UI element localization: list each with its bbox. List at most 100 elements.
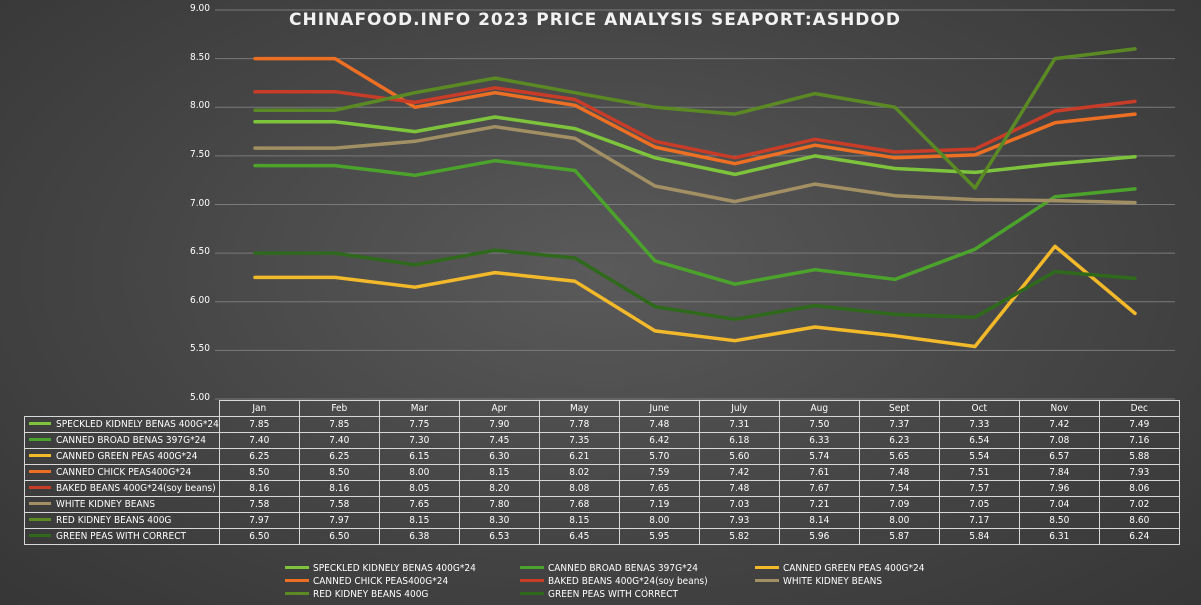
table-row: GREEN PEAS WITH CORRECT 6.50 6.50 6.38 6.53 6… xyxy=(24,528,1180,545)
data-label: 6.25 xyxy=(298,448,380,465)
data-label: 8.30 xyxy=(458,512,540,529)
legend-swatch xyxy=(285,591,309,595)
y-tick-label: 8.00 xyxy=(189,100,210,112)
series-key xyxy=(29,469,51,473)
series-line-1 xyxy=(253,115,1137,177)
data-label: 5.60 xyxy=(698,448,780,465)
data-label: 7.40 xyxy=(298,432,380,449)
y-tick-label: 7.50 xyxy=(189,148,210,160)
data-label: 7.42 xyxy=(1018,416,1100,433)
data-label: 6.33 xyxy=(778,432,860,449)
data-label: 7.40 xyxy=(218,432,300,449)
data-label: 7.97 xyxy=(218,512,300,529)
legend-swatch xyxy=(285,578,309,582)
table-row: BAKED BEANS 400G*24(soy beans) 8.16 8.16 8.… xyxy=(24,480,1180,497)
x-tick-label: Feb xyxy=(298,400,380,417)
series-key xyxy=(29,421,51,425)
data-label: 8.06 xyxy=(1098,480,1180,497)
data-label: 8.15 xyxy=(378,512,460,529)
data-label: 7.85 xyxy=(298,416,380,433)
data-label: 7.58 xyxy=(218,496,300,513)
data-label: 7.16 xyxy=(1098,432,1180,449)
data-label: 7.05 xyxy=(938,496,1020,513)
data-label: 8.08 xyxy=(538,480,620,497)
data-label: 8.00 xyxy=(858,512,940,529)
data-label: 8.05 xyxy=(378,480,460,497)
series-key xyxy=(29,437,51,441)
data-label: 7.93 xyxy=(698,512,780,529)
data-label: 7.93 xyxy=(1098,464,1180,481)
data-label: 6.38 xyxy=(378,528,460,545)
data-label: 7.08 xyxy=(1018,432,1100,449)
data-label: 6.42 xyxy=(618,432,700,449)
series-line-3 xyxy=(253,244,1137,349)
data-label: 7.65 xyxy=(378,496,460,513)
legend-label: RED KIDNEY BEANS 400G xyxy=(313,589,429,600)
data-label: 7.58 xyxy=(298,496,380,513)
legend-swatch xyxy=(520,565,544,569)
legend-item: CANNED GREEN PEAS 400G*24 xyxy=(755,563,924,574)
legend-swatch xyxy=(285,565,309,569)
data-label: 7.78 xyxy=(538,416,620,433)
series-key xyxy=(29,453,51,457)
data-label: 5.74 xyxy=(778,448,860,465)
data-label: 6.54 xyxy=(938,432,1020,449)
data-label: 5.82 xyxy=(698,528,780,545)
data-label: 6.24 xyxy=(1098,528,1180,545)
data-label: 7.37 xyxy=(858,416,940,433)
legend-item: BAKED BEANS 400G*24(soy beans) xyxy=(520,576,708,587)
series-key xyxy=(29,517,51,521)
data-label: 8.20 xyxy=(458,480,540,497)
data-label: 7.68 xyxy=(538,496,620,513)
data-label: 7.50 xyxy=(778,416,860,433)
data-label: 6.21 xyxy=(538,448,620,465)
series-name-cell: CANNED CHICK PEAS400G*24 xyxy=(24,464,220,481)
x-tick-label: Dec xyxy=(1098,400,1180,417)
data-label: 5.96 xyxy=(778,528,860,545)
y-tick-label: 8.50 xyxy=(189,51,210,63)
data-label: 7.35 xyxy=(538,432,620,449)
data-label: 5.70 xyxy=(618,448,700,465)
series-name-cell: CANNED BROAD BENAS 397G*24 xyxy=(24,432,220,449)
data-label: 7.97 xyxy=(298,512,380,529)
series-line-6 xyxy=(253,124,1137,205)
data-label: 5.87 xyxy=(858,528,940,545)
series-key xyxy=(29,485,51,489)
data-label: 7.48 xyxy=(618,416,700,433)
data-label: 7.59 xyxy=(618,464,700,481)
data-label: 8.16 xyxy=(298,480,380,497)
legend-label: WHITE KIDNEY BEANS xyxy=(783,576,883,587)
series-line-2 xyxy=(253,158,1137,286)
y-tick-label: 5.50 xyxy=(189,343,210,355)
series-name: BAKED BEANS 400G*24(soy beans) xyxy=(56,483,216,494)
data-label: 6.18 xyxy=(698,432,780,449)
data-label: 6.53 xyxy=(458,528,540,545)
table-row: SPECKLED KIDNELY BENAS 400G*24 7.85 7.85 7.… xyxy=(24,416,1180,433)
series-name-cell: CANNED GREEN PEAS 400G*24 xyxy=(24,448,220,465)
legend-swatch xyxy=(520,591,544,595)
data-label: 6.45 xyxy=(538,528,620,545)
data-label: 7.03 xyxy=(698,496,780,513)
data-label: 7.85 xyxy=(218,416,300,433)
series-name: GREEN PEAS WITH CORRECT xyxy=(56,531,186,542)
data-label: 7.02 xyxy=(1098,496,1180,513)
legend-label: CANNED BROAD BENAS 397G*24 xyxy=(548,563,699,574)
data-label: 7.80 xyxy=(458,496,540,513)
data-label: 6.50 xyxy=(298,528,380,545)
legend-label: CANNED CHICK PEAS400G*24 xyxy=(313,576,449,587)
data-label: 5.65 xyxy=(858,448,940,465)
data-label: 5.88 xyxy=(1098,448,1180,465)
table-row: WHITE KIDNEY BEANS 7.58 7.58 7.65 7.80 7.68 7.… xyxy=(24,496,1180,513)
data-label: 8.02 xyxy=(538,464,620,481)
data-label: 7.84 xyxy=(1018,464,1100,481)
legend-item: CANNED BROAD BENAS 397G*24 xyxy=(520,563,698,574)
legend-item: CANNED CHICK PEAS400G*24 xyxy=(285,576,448,587)
x-tick-label: July xyxy=(698,400,780,417)
data-label: 8.15 xyxy=(538,512,620,529)
x-tick-label: Nov xyxy=(1018,400,1100,417)
y-tick-label: 5.00 xyxy=(189,392,210,403)
legend-label: GREEN PEAS WITH CORRECT xyxy=(548,589,678,600)
table-row: RED KIDNEY BEANS 400G 7.97 7.97 8.15 8.30 8.1… xyxy=(24,512,1180,529)
x-tick-label: Jan xyxy=(218,400,300,417)
